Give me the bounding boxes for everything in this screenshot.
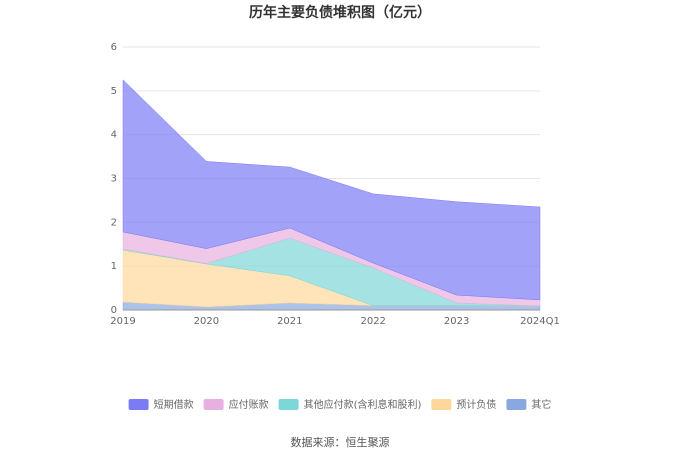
x-tick-label: 2020 — [194, 316, 219, 327]
x-tick-label: 2023 — [444, 316, 469, 327]
x-tick-label: 2024Q1 — [520, 316, 560, 327]
y-tick-label: 0 — [111, 305, 117, 316]
x-tick-label: 2022 — [360, 316, 385, 327]
y-tick-label: 5 — [111, 86, 117, 97]
area — [122, 79, 541, 301]
legend-label: 预计负债 — [456, 398, 496, 411]
legend-label: 应付账款 — [229, 398, 269, 411]
source-note: 数据来源：恒生聚源 — [291, 435, 390, 449]
y-tick-label: 4 — [111, 130, 117, 141]
y-tick-label: 6 — [111, 42, 117, 53]
legend-swatch — [278, 399, 299, 410]
legend-label: 其它 — [531, 398, 551, 411]
chart-title: 历年主要负债堆积图（亿元） — [249, 4, 431, 21]
y-tick-label: 1 — [111, 261, 117, 272]
legend-swatch — [203, 399, 224, 410]
legend-swatch — [128, 399, 149, 410]
x-tick-label: 2019 — [110, 316, 135, 327]
legend-label: 短期借款 — [154, 398, 194, 411]
legend-label: 其他应付款(含利息和股利) — [304, 398, 422, 411]
legend-swatch — [431, 399, 452, 410]
x-tick-label: 2021 — [277, 316, 302, 327]
y-tick-label: 2 — [111, 217, 117, 228]
y-tick-label: 3 — [111, 174, 117, 185]
legend-swatch — [506, 399, 527, 410]
